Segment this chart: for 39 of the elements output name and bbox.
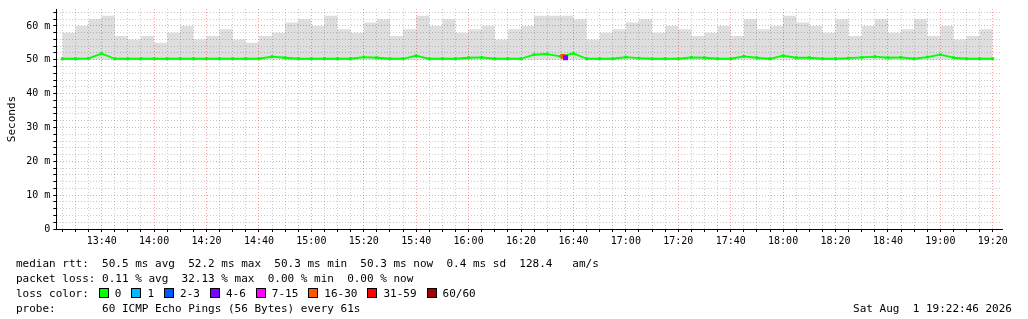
y-tick-label: 50 m — [26, 53, 51, 65]
x-tick-label: 14:20 — [191, 234, 222, 246]
text: Sat Aug 1 19:22:46 2026 — [853, 301, 1012, 316]
legend-label: 31-59 — [383, 287, 417, 300]
x-tick-label: 15:20 — [348, 234, 379, 246]
x-tick-label: 16:00 — [453, 234, 484, 246]
x-tick-label: 14:00 — [139, 234, 170, 246]
x-tick-label: 14:40 — [243, 234, 274, 246]
y-tick-label: 40 m — [26, 87, 51, 99]
x-tick-label: 17:20 — [663, 234, 694, 246]
legend-label: 1 — [147, 287, 155, 300]
y-tick-label: 20 m — [26, 154, 51, 166]
x-tick-label: 16:40 — [558, 234, 589, 246]
y-axis-title: Seconds — [5, 95, 19, 143]
legend-label: 7-15 — [271, 287, 299, 300]
x-tick-label: 15:40 — [401, 234, 432, 246]
x-tick-label: 16:20 — [505, 234, 537, 246]
x-tick-label: 15:00 — [296, 234, 327, 246]
x-tick-label: 19:00 — [925, 234, 956, 246]
x-tick-label: 13:40 — [86, 234, 117, 246]
y-tick-label: 0 — [44, 222, 51, 234]
x-tick-label: 18:20 — [820, 234, 851, 246]
legend-label: 0 — [114, 287, 122, 300]
text: probe: 60 ICMP Echo Pings (56 Bytes) every 61s — [16, 302, 361, 315]
x-tick-label: 17:40 — [715, 234, 746, 246]
text: median rtt: 50.5 ms avg 52.2 ms max 50.3 ms min 50.3 ms now 0.4 ms sd 128.4 am/s — [16, 257, 599, 270]
text: loss color: — [16, 287, 89, 300]
text: packet loss: 0.11 % avg 32.13 % max 0.00 % min 0.00 % now — [16, 272, 414, 285]
x-tick-label: 17:00 — [610, 234, 641, 246]
x-tick-label: 19:20 — [977, 234, 1008, 246]
x-tick-label: 18:00 — [768, 234, 799, 246]
y-tick-label: 30 m — [26, 121, 51, 133]
legend-label: 2-3 — [180, 287, 200, 300]
y-tick-label: 10 m — [26, 188, 51, 200]
x-tick-label: 18:40 — [872, 234, 903, 246]
legend-label: 16-30 — [324, 287, 358, 300]
legend-label: 60/60 — [442, 287, 476, 300]
y-tick-label: 60 m — [26, 19, 51, 31]
legend-label: 4-6 — [225, 287, 246, 300]
